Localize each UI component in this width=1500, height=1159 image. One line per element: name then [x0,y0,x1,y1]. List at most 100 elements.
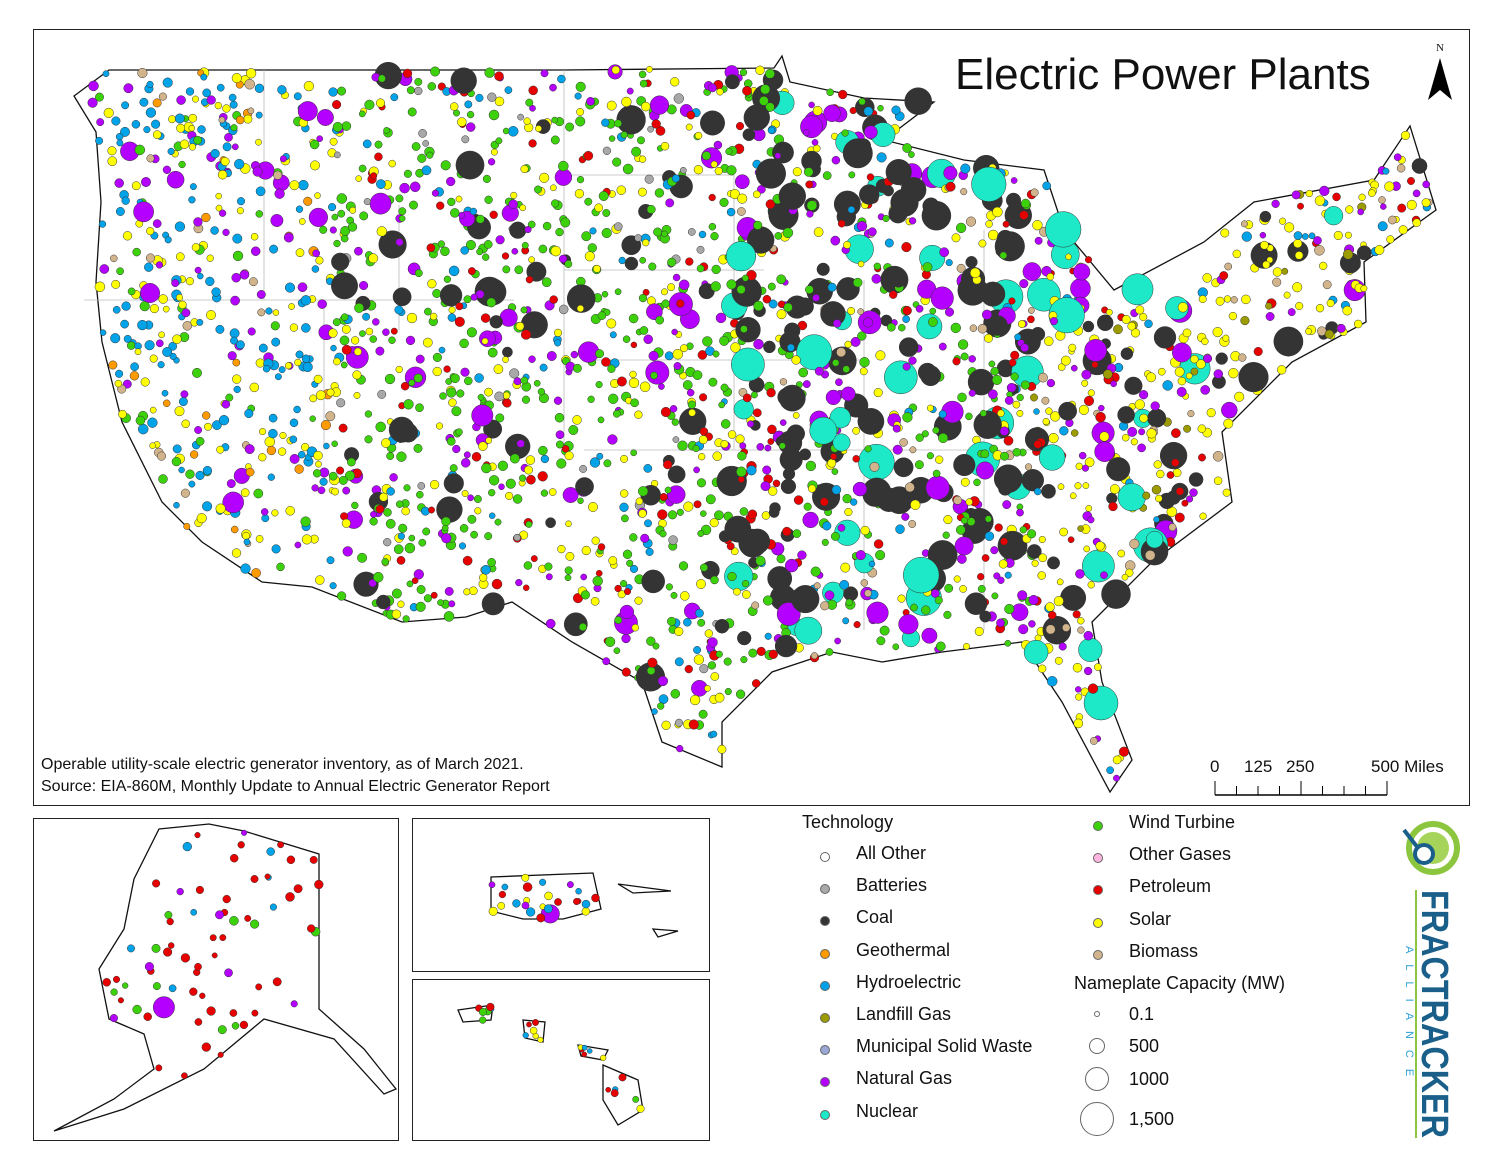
power-plant-marker[interactable] [1308,232,1316,240]
power-plant-marker[interactable] [396,556,406,565]
power-plant-marker[interactable] [236,207,244,215]
power-plant-marker[interactable] [636,1104,645,1113]
power-plant-marker[interactable] [260,508,269,516]
power-plant-marker[interactable] [952,357,961,366]
power-plant-marker[interactable] [908,217,917,225]
power-plant-marker[interactable] [844,507,853,517]
power-plant-marker[interactable] [470,293,478,301]
power-plant-marker[interactable] [979,610,992,623]
power-plant-marker[interactable] [188,143,197,151]
power-plant-marker[interactable] [730,342,741,353]
power-plant-marker[interactable] [1342,305,1353,316]
power-plant-marker[interactable] [188,124,196,132]
power-plant-marker[interactable] [488,109,500,121]
power-plant-marker[interactable] [1033,487,1042,496]
power-plant-marker[interactable] [954,536,974,556]
power-plant-marker[interactable] [925,475,950,500]
power-plant-marker[interactable] [429,479,440,490]
power-plant-marker[interactable] [120,319,129,329]
power-plant-marker[interactable] [301,323,311,333]
power-plant-marker[interactable] [1022,262,1042,281]
power-plant-marker[interactable] [448,600,456,608]
power-plant-marker[interactable] [755,158,786,189]
power-plant-marker[interactable] [267,473,275,481]
power-plant-marker[interactable] [683,501,694,512]
power-plant-marker[interactable] [651,708,658,715]
power-plant-marker[interactable] [794,616,823,645]
power-plant-marker[interactable] [676,508,684,516]
power-plant-marker[interactable] [1046,676,1058,687]
power-plant-marker[interactable] [482,253,490,261]
power-plant-marker[interactable] [806,210,814,218]
power-plant-marker[interactable] [827,458,837,468]
power-plant-marker[interactable] [657,702,665,710]
power-plant-marker[interactable] [539,363,548,372]
power-plant-marker[interactable] [1175,487,1185,496]
power-plant-marker[interactable] [413,373,423,383]
power-plant-marker[interactable] [884,360,918,395]
power-plant-marker[interactable] [319,477,328,486]
power-plant-marker[interactable] [289,453,300,464]
power-plant-marker[interactable] [163,947,173,957]
power-plant-marker[interactable] [1016,508,1024,517]
power-plant-marker[interactable] [616,376,627,387]
power-plant-marker[interactable] [908,151,915,158]
power-plant-marker[interactable] [158,92,167,101]
power-plant-marker[interactable] [369,517,378,526]
power-plant-marker[interactable] [859,184,880,205]
power-plant-marker[interactable] [588,502,598,512]
power-plant-marker[interactable] [466,110,475,119]
power-plant-marker[interactable] [926,452,934,460]
power-plant-marker[interactable] [309,855,318,864]
power-plant-marker[interactable] [620,580,628,588]
power-plant-marker[interactable] [295,205,304,213]
power-plant-marker[interactable] [196,318,204,326]
power-plant-marker[interactable] [1045,602,1055,612]
power-plant-marker[interactable] [639,381,651,393]
power-plant-marker[interactable] [832,359,840,367]
power-plant-marker[interactable] [534,185,542,194]
power-plant-marker[interactable] [402,615,410,623]
power-plant-marker[interactable] [761,511,771,520]
power-plant-marker[interactable] [1305,328,1312,335]
power-plant-marker[interactable] [362,312,371,321]
power-plant-marker[interactable] [317,486,326,495]
power-plant-marker[interactable] [791,355,801,365]
power-plant-marker[interactable] [192,95,199,103]
power-plant-marker[interactable] [155,261,164,269]
power-plant-marker[interactable] [852,426,860,435]
power-plant-marker[interactable] [524,226,532,234]
power-plant-marker[interactable] [611,65,621,75]
power-plant-marker[interactable] [210,226,219,235]
power-plant-marker[interactable] [234,158,245,170]
power-plant-marker[interactable] [685,123,693,131]
power-plant-marker[interactable] [1177,376,1187,386]
power-plant-marker[interactable] [426,243,436,253]
power-plant-marker[interactable] [201,1042,211,1052]
power-plant-marker[interactable] [515,321,525,331]
power-plant-marker[interactable] [1075,693,1083,701]
power-plant-marker[interactable] [1166,471,1175,479]
power-plant-marker[interactable] [268,428,278,439]
power-plant-marker[interactable] [834,637,841,645]
power-plant-marker[interactable] [984,515,992,523]
power-plant-marker[interactable] [1324,329,1334,339]
power-plant-marker[interactable] [245,467,255,477]
power-plant-marker[interactable] [1176,386,1187,397]
power-plant-marker[interactable] [255,186,266,197]
power-plant-marker[interactable] [643,334,653,345]
power-plant-marker[interactable] [897,594,906,603]
power-plant-marker[interactable] [114,379,123,388]
power-plant-marker[interactable] [667,465,686,484]
power-plant-marker[interactable] [674,657,684,667]
power-plant-marker[interactable] [914,460,924,470]
power-plant-marker[interactable] [943,515,953,525]
power-plant-marker[interactable] [687,228,696,236]
power-plant-marker[interactable] [155,1064,163,1072]
power-plant-marker[interactable] [152,219,162,228]
power-plant-marker[interactable] [892,424,901,433]
power-plant-marker[interactable] [235,340,245,350]
power-plant-marker[interactable] [532,1019,539,1026]
power-plant-marker[interactable] [1253,346,1263,357]
power-plant-marker[interactable] [409,200,418,210]
